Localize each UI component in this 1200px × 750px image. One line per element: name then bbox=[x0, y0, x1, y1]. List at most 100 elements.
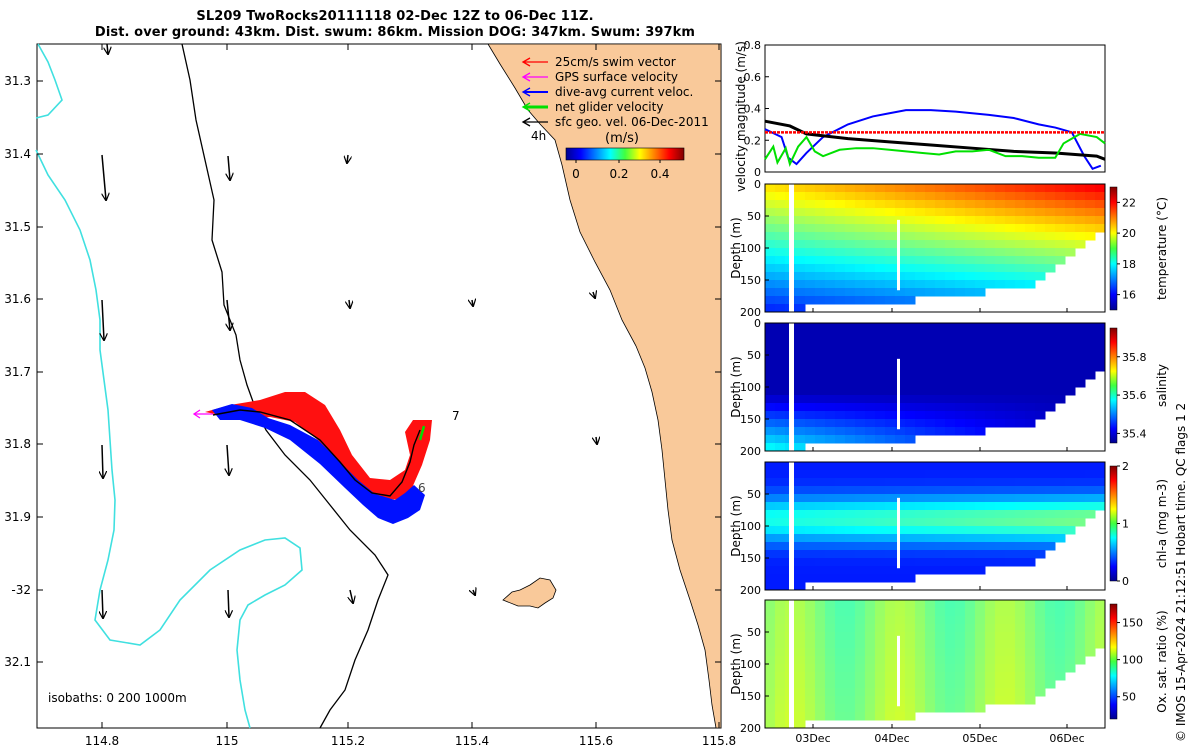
section-cell bbox=[975, 510, 986, 519]
section-cell bbox=[1045, 608, 1056, 617]
section-cell bbox=[1035, 542, 1046, 551]
section-cell bbox=[1015, 542, 1026, 551]
section-cell bbox=[875, 542, 886, 551]
section-cell bbox=[865, 323, 876, 332]
section-ylabel: Depth (m) bbox=[729, 217, 743, 278]
section-cell bbox=[875, 323, 886, 332]
section-cell bbox=[915, 192, 926, 201]
section-cell bbox=[935, 280, 946, 289]
section-ytick-label: 100 bbox=[740, 242, 761, 255]
section-cell bbox=[855, 272, 866, 281]
section-cell bbox=[935, 248, 946, 257]
section-cell bbox=[775, 696, 786, 705]
section-cell bbox=[865, 435, 876, 444]
section-cell bbox=[765, 435, 776, 444]
section-cell bbox=[795, 387, 806, 396]
section-cell bbox=[875, 192, 886, 201]
section-cell bbox=[965, 347, 976, 356]
section-cell bbox=[985, 656, 996, 665]
section-cell bbox=[965, 256, 976, 265]
section-cell bbox=[1005, 248, 1016, 257]
section-cell bbox=[905, 624, 916, 633]
section-cell bbox=[1005, 558, 1016, 567]
section-ytick-label: 150 bbox=[740, 274, 761, 287]
section-cell bbox=[935, 486, 946, 495]
section-cell bbox=[885, 256, 896, 265]
section-cell bbox=[1055, 632, 1066, 641]
section-cell bbox=[835, 616, 846, 625]
section-cell bbox=[825, 486, 836, 495]
section-cell bbox=[975, 379, 986, 388]
section-cell bbox=[825, 704, 836, 713]
geo-arrow bbox=[101, 154, 106, 200]
section-cell bbox=[855, 672, 866, 681]
section-cell bbox=[805, 419, 816, 428]
section-cell bbox=[935, 632, 946, 641]
section-cell bbox=[855, 470, 866, 479]
section-cell bbox=[955, 232, 966, 241]
section-cell bbox=[825, 339, 836, 348]
section-cell bbox=[1095, 224, 1106, 233]
section-cell bbox=[985, 192, 996, 201]
section-cell bbox=[875, 256, 886, 265]
section-cell bbox=[875, 558, 886, 567]
section-cell bbox=[1045, 526, 1056, 535]
section-cell bbox=[775, 355, 786, 364]
section-cell bbox=[1015, 526, 1026, 535]
section-cell bbox=[795, 419, 806, 428]
section-cell bbox=[905, 379, 916, 388]
section-cell bbox=[955, 534, 966, 543]
section-cell bbox=[835, 704, 846, 713]
section-cell bbox=[905, 534, 916, 543]
section-cell bbox=[975, 656, 986, 665]
section-cell bbox=[845, 680, 856, 689]
section-cell bbox=[1045, 347, 1056, 356]
section-cell bbox=[815, 224, 826, 233]
section-cell bbox=[1005, 208, 1016, 217]
section-cell bbox=[1045, 379, 1056, 388]
section-cell bbox=[1085, 224, 1096, 233]
section-cell bbox=[1055, 478, 1066, 487]
section-cell bbox=[995, 600, 1006, 609]
section-cell bbox=[955, 558, 966, 567]
section-cell bbox=[805, 566, 816, 575]
colorbar-tick-label: 100 bbox=[1122, 654, 1143, 667]
section-cell bbox=[1035, 256, 1046, 265]
section-cell bbox=[935, 656, 946, 665]
section-cell bbox=[765, 558, 776, 567]
legend-label: 25cm/s swim vector bbox=[555, 55, 676, 69]
section-cell bbox=[815, 672, 826, 681]
section-cell bbox=[805, 574, 816, 583]
legend-swatch-head bbox=[521, 57, 531, 67]
section-xtick-label: 04Dec bbox=[874, 732, 909, 745]
section-cell bbox=[815, 632, 826, 641]
section-cell bbox=[915, 411, 926, 420]
section-cell bbox=[765, 616, 776, 625]
section-cell bbox=[765, 502, 776, 511]
section-cell bbox=[995, 616, 1006, 625]
section-cell bbox=[965, 192, 976, 201]
section-cell bbox=[855, 208, 866, 217]
geo-arrow bbox=[596, 437, 597, 444]
section-cell bbox=[925, 347, 936, 356]
section-cell bbox=[815, 296, 826, 305]
section-cell bbox=[935, 403, 946, 412]
section-cell bbox=[875, 403, 886, 412]
section-cell bbox=[915, 566, 926, 575]
section-cell bbox=[945, 494, 956, 503]
section-cell bbox=[845, 566, 856, 575]
section-cell bbox=[1075, 216, 1086, 225]
section-cell bbox=[1035, 534, 1046, 543]
section-cell bbox=[945, 240, 956, 249]
section-cell bbox=[995, 411, 1006, 420]
section-cell bbox=[885, 347, 896, 356]
section-cell bbox=[945, 264, 956, 273]
section-cell bbox=[885, 510, 896, 519]
section-cell bbox=[935, 427, 946, 436]
section-cell bbox=[845, 339, 856, 348]
section-cell bbox=[765, 550, 776, 559]
section-cell bbox=[1015, 232, 1026, 241]
section-cell bbox=[1005, 632, 1016, 641]
section-cell bbox=[1035, 640, 1046, 649]
